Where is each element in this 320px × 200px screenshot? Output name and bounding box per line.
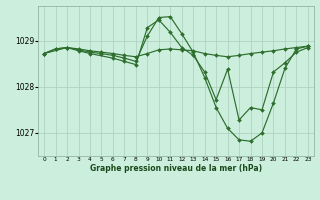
X-axis label: Graphe pression niveau de la mer (hPa): Graphe pression niveau de la mer (hPa) xyxy=(90,164,262,173)
